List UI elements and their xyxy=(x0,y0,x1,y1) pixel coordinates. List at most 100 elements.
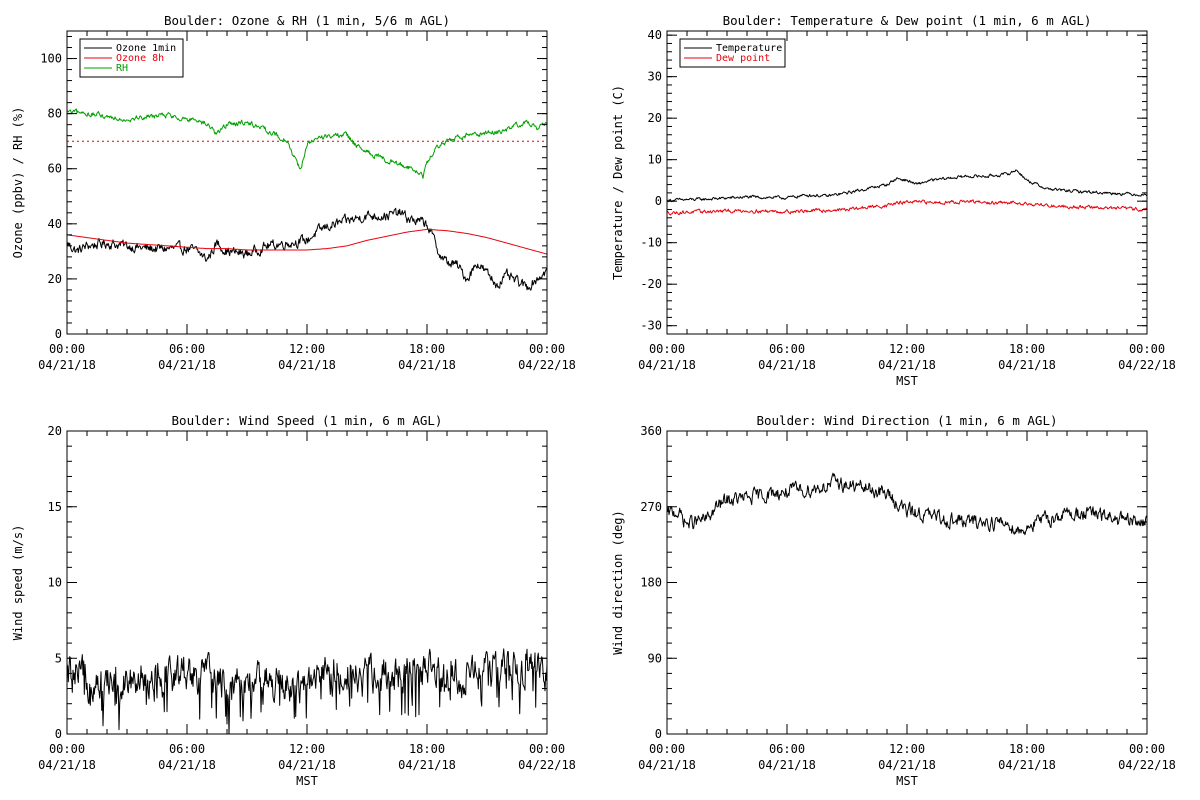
series-line-3 xyxy=(67,108,547,179)
x-tick-time: 12:00 xyxy=(889,742,925,756)
y-tick-label: 270 xyxy=(640,500,662,514)
y-tick-label: 0 xyxy=(55,327,62,341)
y-tick-label: 0 xyxy=(55,727,62,741)
x-tick-time: 18:00 xyxy=(1009,742,1045,756)
x-tick-time: 06:00 xyxy=(769,742,805,756)
chart-temp-dew: Boulder: Temperature & Dew point (1 min,… xyxy=(611,13,1176,388)
y-tick-label: 15 xyxy=(48,500,62,514)
x-tick-time: 06:00 xyxy=(169,742,205,756)
series-line-0 xyxy=(67,648,547,734)
y-axis-label: Wind speed (m/s) xyxy=(11,525,25,641)
y-tick-label: 40 xyxy=(48,217,62,231)
y-tick-label: -20 xyxy=(640,277,662,291)
x-tick-date: 04/21/18 xyxy=(158,358,216,372)
x-tick-date: 04/21/18 xyxy=(398,758,456,772)
x-tick-time: 18:00 xyxy=(1009,342,1045,356)
y-tick-label: 60 xyxy=(48,162,62,176)
y-axis-label: Ozone (ppbv) / RH (%) xyxy=(11,107,25,259)
x-tick-date: 04/21/18 xyxy=(158,758,216,772)
y-tick-label: 40 xyxy=(648,28,662,42)
x-tick-time: 12:00 xyxy=(889,342,925,356)
series-group xyxy=(67,108,547,291)
series-group xyxy=(667,169,1147,216)
chart-title: Boulder: Ozone & RH (1 min, 5/6 m AGL) xyxy=(164,13,450,28)
x-tick-time: 00:00 xyxy=(1129,342,1165,356)
legend-entry: Dew point xyxy=(716,53,770,64)
series-line-1 xyxy=(67,228,547,255)
y-tick-label: 0 xyxy=(655,194,662,208)
x-axis-label: MST xyxy=(296,774,318,788)
y-tick-label: 100 xyxy=(40,52,62,66)
x-tick-time: 00:00 xyxy=(49,342,85,356)
legend-entry: Temperature xyxy=(716,43,782,54)
x-tick-time: 00:00 xyxy=(529,342,565,356)
x-tick-date: 04/21/18 xyxy=(278,358,336,372)
x-tick-date: 04/21/18 xyxy=(998,758,1056,772)
legend-entry: RH xyxy=(116,63,128,74)
x-tick-date: 04/21/18 xyxy=(638,358,696,372)
y-tick-label: 20 xyxy=(648,111,662,125)
y-tick-label: 10 xyxy=(648,153,662,167)
x-tick-date: 04/21/18 xyxy=(38,758,96,772)
y-tick-label: 360 xyxy=(640,424,662,438)
y-axis-label: Temperature / Dew point (C) xyxy=(611,85,625,280)
x-tick-date: 04/22/18 xyxy=(1118,758,1176,772)
legend-entry: Ozone 8h xyxy=(116,53,164,64)
x-tick-date: 04/21/18 xyxy=(878,358,936,372)
x-tick-time: 18:00 xyxy=(409,342,445,356)
x-tick-time: 00:00 xyxy=(529,742,565,756)
y-tick-label: 180 xyxy=(640,576,662,590)
y-tick-label: 20 xyxy=(48,272,62,286)
chart-title: Boulder: Temperature & Dew point (1 min,… xyxy=(723,13,1092,28)
x-tick-date: 04/21/18 xyxy=(758,358,816,372)
x-tick-time: 12:00 xyxy=(289,342,325,356)
x-tick-date: 04/21/18 xyxy=(38,358,96,372)
y-tick-label: 30 xyxy=(648,70,662,84)
chart-title: Boulder: Wind Direction (1 min, 6 m AGL) xyxy=(756,413,1057,428)
legend-entry: Ozone 1min xyxy=(116,43,176,54)
series-line-0 xyxy=(667,169,1147,203)
x-tick-date: 04/22/18 xyxy=(518,358,576,372)
x-tick-time: 06:00 xyxy=(769,342,805,356)
y-tick-label: 10 xyxy=(48,576,62,590)
x-tick-date: 04/21/18 xyxy=(638,758,696,772)
chart-wind-speed: Boulder: Wind Speed (1 min, 6 m AGL) 00:0… xyxy=(11,413,576,788)
y-axis-label: Wind direction (deg) xyxy=(611,510,625,655)
y-tick-label: 20 xyxy=(48,424,62,438)
x-tick-date: 04/21/18 xyxy=(998,358,1056,372)
x-tick-date: 04/22/18 xyxy=(518,758,576,772)
x-tick-date: 04/21/18 xyxy=(878,758,936,772)
x-axis-label: MST xyxy=(896,374,918,388)
series-group xyxy=(67,648,547,734)
y-tick-label: 80 xyxy=(48,107,62,121)
x-tick-time: 00:00 xyxy=(649,342,685,356)
series-line-1 xyxy=(667,199,1147,216)
plot-frame xyxy=(666,430,1148,735)
x-tick-date: 04/21/18 xyxy=(398,358,456,372)
y-tick-label: 5 xyxy=(55,651,62,665)
chart-title: Boulder: Wind Speed (1 min, 6 m AGL) xyxy=(172,413,443,428)
x-tick-time: 06:00 xyxy=(169,342,205,356)
x-tick-time: 18:00 xyxy=(409,742,445,756)
chart-wind-direction: Boulder: Wind Direction (1 min, 6 m AGL)… xyxy=(611,413,1176,788)
x-tick-time: 00:00 xyxy=(649,742,685,756)
x-axis-label: MST xyxy=(896,774,918,788)
plot-frame xyxy=(666,30,1148,335)
y-tick-label: -10 xyxy=(640,236,662,250)
y-tick-label: 90 xyxy=(648,651,662,665)
chart-ozone-rh: Boulder: Ozone & RH (1 min, 5/6 m AGL)00… xyxy=(11,13,576,372)
x-tick-time: 00:00 xyxy=(49,742,85,756)
y-tick-label: 0 xyxy=(655,727,662,741)
x-tick-date: 04/22/18 xyxy=(1118,358,1176,372)
x-tick-time: 12:00 xyxy=(289,742,325,756)
series-line-0 xyxy=(67,207,547,291)
x-tick-date: 04/21/18 xyxy=(758,758,816,772)
y-tick-label: -30 xyxy=(640,319,662,333)
series-group xyxy=(667,472,1147,536)
x-tick-date: 04/21/18 xyxy=(278,758,336,772)
x-tick-time: 00:00 xyxy=(1129,742,1165,756)
series-line-0 xyxy=(667,472,1147,536)
